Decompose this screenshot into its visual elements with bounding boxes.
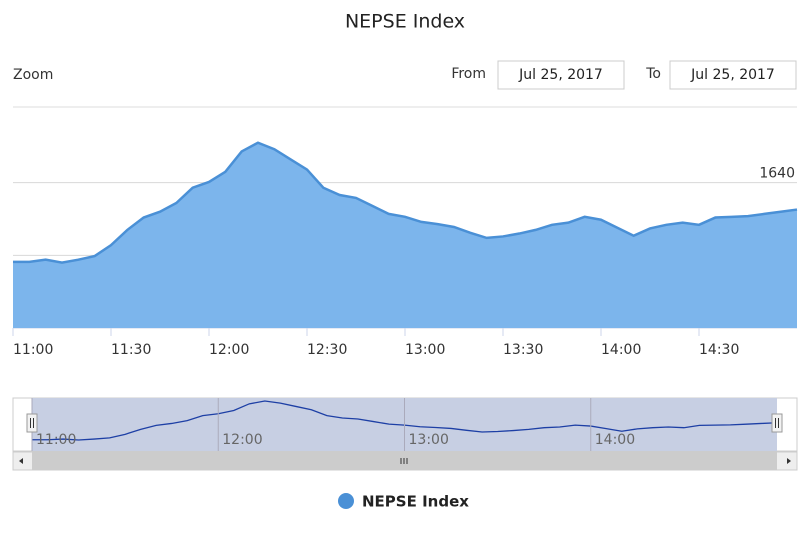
from-label: From <box>451 66 486 82</box>
from-date: Jul 25, 2017 <box>518 67 603 83</box>
legend-label: NEPSE Index <box>362 493 469 511</box>
area <box>13 142 797 328</box>
scroll-right-arrow[interactable] <box>787 458 791 464</box>
legend-marker <box>338 493 354 509</box>
line <box>13 141 798 264</box>
to-label: To <box>645 66 661 82</box>
handle-grip <box>30 418 34 428</box>
from-input[interactable] <box>497 60 625 90</box>
to-input[interactable] <box>669 60 797 90</box>
scrollbar[interactable] <box>12 451 798 471</box>
navigator-handle[interactable] <box>26 413 38 433</box>
scrollbar-grip <box>400 458 408 464</box>
navigator-tick-label: 14:00 <box>595 432 635 448</box>
navigator-tick-label: 11:00 <box>36 432 76 448</box>
navigator-tick-label: 12:00 <box>222 432 262 448</box>
x-tick-label: 11:00 <box>13 342 53 358</box>
navigator-tick-label: 13:00 <box>409 432 449 448</box>
navigator-handle[interactable] <box>771 413 783 433</box>
chart-title: NEPSE Index <box>345 11 465 33</box>
x-tick-label: 13:00 <box>405 342 445 358</box>
x-tick-label: 13:30 <box>503 342 543 358</box>
x-tick-label: 14:30 <box>699 342 739 358</box>
scroll-left-arrow[interactable] <box>19 458 23 464</box>
x-tick-label: 12:00 <box>209 342 249 358</box>
zoom-label: Zoom <box>13 67 53 83</box>
x-tick-label: 11:30 <box>111 342 151 358</box>
x-tick-label: 12:30 <box>307 342 347 358</box>
y-tick-label: 1640 <box>759 166 795 182</box>
handle-grip <box>775 418 779 428</box>
x-tick-label: 14:00 <box>601 342 641 358</box>
to-date: Jul 25, 2017 <box>690 67 775 83</box>
